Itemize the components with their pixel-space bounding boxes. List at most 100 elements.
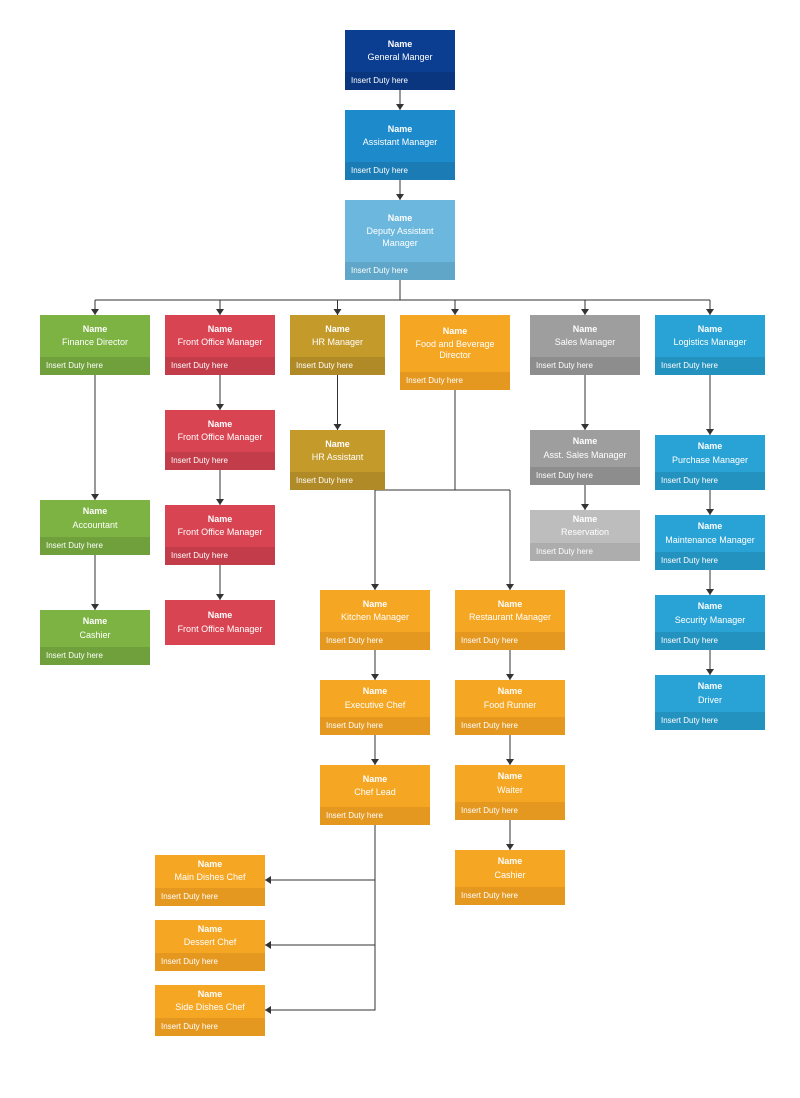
org-node-fb: NameFood and Beverage DirectorInsert Dut… xyxy=(400,315,510,390)
org-node-fr: Name Food Runner Insert Duty here xyxy=(455,680,565,735)
org-node-name: Name xyxy=(661,681,759,692)
org-node-hr: Name HR Manager Insert Duty here xyxy=(290,315,385,375)
org-node-fom3: Name Front Office Manager Insert Duty here xyxy=(165,505,275,565)
org-node-name: Name xyxy=(326,599,424,610)
org-node-hra: NameHR AssistantInsert Duty here xyxy=(290,430,385,490)
org-node-title: HR Manager xyxy=(296,337,379,348)
org-node-duty: Insert Duty here xyxy=(40,537,150,555)
org-node-duty: Insert Duty here xyxy=(165,547,275,565)
org-node-cl: Name Chef Lead Insert Duty here xyxy=(320,765,430,825)
org-node-duty: Insert Duty here xyxy=(655,632,765,650)
org-node-name: Name xyxy=(326,774,424,785)
org-node-duty: Insert Duty here xyxy=(530,467,640,485)
org-node-name: Name xyxy=(406,326,504,337)
org-node-fin: NameFinance DirectorInsert Duty here xyxy=(40,315,150,375)
org-node-cash2: NameCashierInsert Duty here xyxy=(455,850,565,905)
org-node-title: Cashier xyxy=(46,630,144,641)
org-node-title: Finance Director xyxy=(46,337,144,348)
org-node-title: Driver xyxy=(661,695,759,706)
org-node-name: Name xyxy=(536,514,634,525)
org-node-duty: Insert Duty here xyxy=(320,632,430,650)
org-node-side: NameSide Dishes ChefInsert Duty here xyxy=(155,985,265,1035)
org-node-name: Name xyxy=(351,124,449,135)
org-node-name: Name xyxy=(461,599,559,610)
org-node-name: Name xyxy=(536,324,634,335)
org-node-title: Chef Lead xyxy=(326,787,424,798)
org-node-name: Name xyxy=(296,324,379,335)
org-node-duty: Insert Duty here xyxy=(400,372,510,390)
org-node-fom4: NameFront Office Manager xyxy=(165,600,275,645)
org-node-title: Food Runner xyxy=(461,700,559,711)
org-node-duty: Insert Duty here xyxy=(320,807,430,825)
org-node-cash1: Name Cashier Insert Duty here xyxy=(40,610,150,665)
org-node-title: Waiter xyxy=(461,785,559,796)
org-node-name: Name xyxy=(161,859,259,870)
org-node-title: Main Dishes Chef xyxy=(161,872,259,883)
org-node-name: Name xyxy=(161,989,259,1000)
org-node-title: Restaurant Manager xyxy=(461,612,559,623)
org-node-title: Asst. Sales Manager xyxy=(536,450,634,461)
org-node-title: Front Office Manager xyxy=(171,432,269,443)
org-node-sales: Name Sales Manager Insert Duty here xyxy=(530,315,640,375)
org-node-title: Maintenance Manager xyxy=(661,535,759,546)
org-node-title: Executive Chef xyxy=(326,700,424,711)
org-node-title: Security Manager xyxy=(661,615,759,626)
org-node-sec: Name Security Manager Insert Duty here xyxy=(655,595,765,650)
org-node-gm: NameGeneral MangerInsert Duty here xyxy=(345,30,455,90)
org-node-title: Front Office Manager xyxy=(171,527,269,538)
org-node-km: NameKitchen ManagerInsert Duty here xyxy=(320,590,430,650)
org-node-duty: Insert Duty here xyxy=(455,717,565,735)
org-node-name: Name xyxy=(661,441,759,452)
org-node-title: Dessert Chef xyxy=(161,937,259,948)
org-node-name: Name xyxy=(326,686,424,697)
org-node-drv: Name Driver Insert Duty here xyxy=(655,675,765,730)
org-node-fom1: Name Front Office Manager Insert Duty here xyxy=(165,315,275,375)
org-node-dam: NameDeputy Assistant ManagerInsert Duty … xyxy=(345,200,455,280)
org-chart: NameGeneral MangerInsert Duty hereNameAs… xyxy=(0,0,800,1098)
org-node-duty: Insert Duty here xyxy=(155,953,265,971)
org-node-duty: Insert Duty here xyxy=(290,357,385,375)
org-node-title: Front Office Manager xyxy=(171,624,269,635)
org-node-duty: Insert Duty here xyxy=(530,543,640,561)
org-node-asm: NameAsst. Sales ManagerInsert Duty here xyxy=(530,430,640,485)
org-node-duty: Insert Duty here xyxy=(40,647,150,665)
org-node-duty: Insert Duty here xyxy=(40,357,150,375)
org-node-name: Name xyxy=(351,213,449,224)
org-node-dess: Name Dessert Chef Insert Duty here xyxy=(155,920,265,970)
org-node-name: Name xyxy=(661,324,759,335)
org-node-name: Name xyxy=(461,686,559,697)
org-node-name: Name xyxy=(161,924,259,935)
org-node-name: Name xyxy=(351,39,449,50)
org-node-am: NameAssistant ManagerInsert Duty here xyxy=(345,110,455,180)
org-node-duty: Insert Duty here xyxy=(155,1018,265,1036)
org-node-duty: Insert Duty here xyxy=(655,357,765,375)
org-node-duty: Insert Duty here xyxy=(530,357,640,375)
org-node-duty: Insert Duty here xyxy=(655,712,765,730)
org-node-fom2: Name Front Office Manager Insert Duty here xyxy=(165,410,275,470)
org-node-name: Name xyxy=(661,521,759,532)
org-node-exch: NameExecutive ChefInsert Duty here xyxy=(320,680,430,735)
org-node-acct: NameAccountantInsert Duty here xyxy=(40,500,150,555)
org-node-duty: Insert Duty here xyxy=(655,552,765,570)
org-node-duty: Insert Duty here xyxy=(290,472,385,490)
org-node-title: Sales Manager xyxy=(536,337,634,348)
org-node-duty: Insert Duty here xyxy=(455,632,565,650)
org-node-name: Name xyxy=(46,616,144,627)
org-node-name: Name xyxy=(296,439,379,450)
org-node-duty: Insert Duty here xyxy=(345,162,455,180)
org-node-duty: Insert Duty here xyxy=(455,802,565,820)
org-node-duty: Insert Duty here xyxy=(155,888,265,906)
org-node-duty: Insert Duty here xyxy=(655,472,765,490)
org-node-title: Accountant xyxy=(46,520,144,531)
org-node-duty: Insert Duty here xyxy=(165,357,275,375)
org-node-name: Name xyxy=(461,856,559,867)
org-node-title: Front Office Manager xyxy=(171,337,269,348)
org-node-name: Name xyxy=(171,514,269,525)
org-node-title: Reservation xyxy=(536,527,634,538)
org-node-duty: Insert Duty here xyxy=(345,72,455,90)
org-node-name: Name xyxy=(171,419,269,430)
org-node-name: Name xyxy=(171,324,269,335)
org-node-name: Name xyxy=(661,601,759,612)
org-node-duty: Insert Duty here xyxy=(165,452,275,470)
org-node-pur: NamePurchase ManagerInsert Duty here xyxy=(655,435,765,490)
